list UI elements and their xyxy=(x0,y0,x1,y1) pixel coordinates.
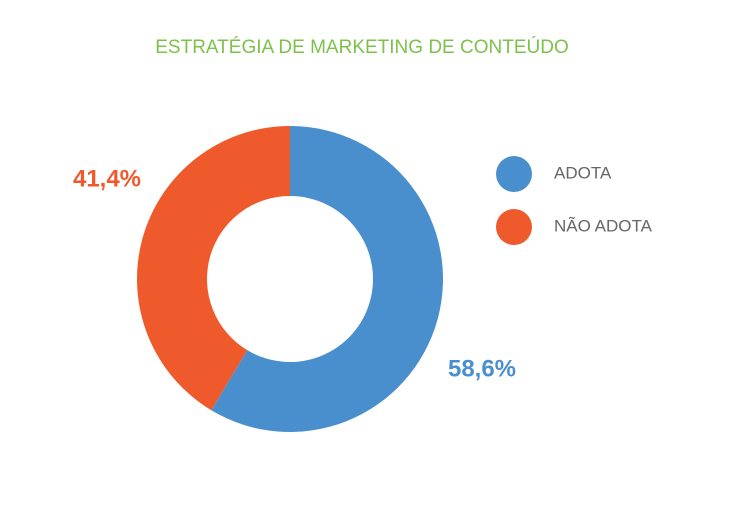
donut-slice xyxy=(137,126,290,411)
legend-label: ADOTA xyxy=(554,163,612,182)
legend-label: NÃO ADOTA xyxy=(554,216,653,235)
chart-title: ESTRATÉGIA DE MARKETING DE CONTEÚDO xyxy=(155,36,568,58)
legend-swatch xyxy=(496,156,532,192)
value-label: 58,6% xyxy=(448,355,516,382)
value-label: 41,4% xyxy=(73,165,141,192)
donut-slice xyxy=(211,126,444,432)
legend-swatch xyxy=(496,209,532,245)
